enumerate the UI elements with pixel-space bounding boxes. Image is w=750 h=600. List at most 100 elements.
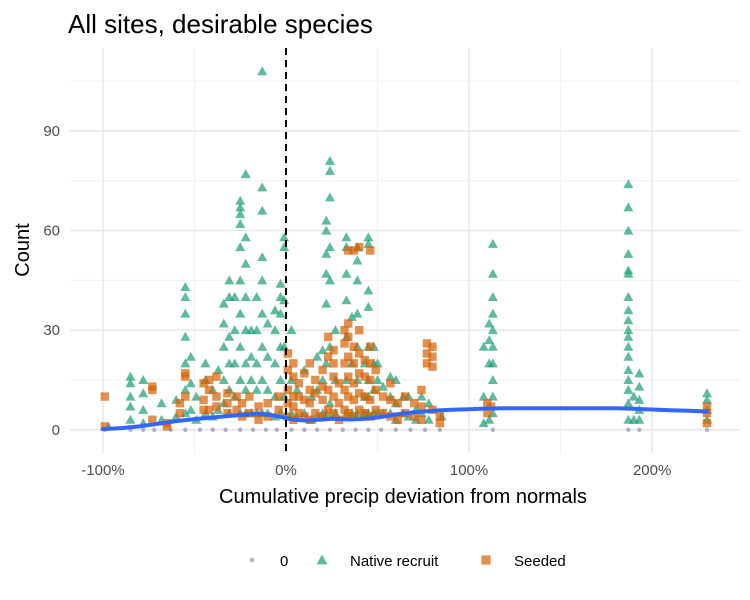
y-axis-ticks: 0 30 60 90 [43, 123, 60, 439]
native-recruit-point [218, 298, 229, 308]
seeded-point [349, 246, 358, 255]
x-axis-ticks: -100% 0% 100% 200% [81, 462, 671, 479]
native-recruit-point [218, 341, 229, 351]
native-recruit-point [235, 208, 246, 218]
native-recruit-point [702, 394, 713, 404]
native-recruit-point [478, 391, 489, 401]
native-recruit-point [240, 169, 251, 179]
native-recruit-point [270, 305, 281, 315]
native-recruit-point [623, 331, 634, 341]
native-recruit-point [478, 341, 489, 351]
native-recruit-point [235, 308, 246, 318]
native-recruit-point [487, 238, 498, 248]
seeded-point [435, 412, 444, 421]
seeded-point [360, 355, 369, 365]
seeded-point [340, 339, 349, 348]
zero-point [637, 427, 642, 432]
seeded-point [237, 399, 247, 408]
seeded-point [428, 352, 437, 361]
native-recruit-point [634, 414, 645, 424]
zero-point [274, 427, 280, 432]
native-recruit-point [484, 335, 495, 345]
native-recruit-point [180, 291, 191, 301]
seeded-point [100, 392, 109, 401]
legend: 0 Native recruit Seeded [249, 553, 566, 570]
seeded-point [323, 405, 333, 415]
seeded-point [199, 379, 208, 388]
native-recruit-point [623, 384, 634, 394]
seeded-point [349, 379, 358, 388]
seeded-point [349, 395, 358, 405]
native-recruit-point [257, 341, 268, 351]
zero-point [152, 427, 157, 432]
native-recruit-point [478, 418, 489, 428]
zero-point [141, 427, 146, 432]
seeded-point [289, 372, 298, 381]
x-axis-title: Cumulative precip deviation from normals [219, 486, 587, 508]
native-recruit-point [235, 242, 246, 252]
legend-seeded-label: Seeded [514, 553, 566, 570]
native-recruit-point [246, 374, 257, 384]
seeded-point [311, 408, 320, 418]
native-recruit-point [257, 308, 268, 318]
seeded-point [355, 325, 364, 335]
native-recruit-point [257, 205, 268, 215]
seeded-point [254, 402, 263, 411]
y-tick-label: 60 [43, 223, 60, 240]
native-recruit-point [180, 384, 191, 394]
native-recruit-point [623, 374, 634, 384]
legend-zero-label: 0 [280, 553, 288, 570]
native-recruit-point [341, 295, 352, 305]
zero-point [223, 427, 228, 432]
seeded-point [409, 412, 419, 421]
native-recruit-point [623, 291, 634, 301]
native-recruit-point [324, 155, 335, 165]
seeded-point [300, 369, 309, 378]
native-recruit-point [235, 275, 246, 285]
native-recruit-point [321, 248, 332, 258]
native-recruit-point [275, 278, 286, 288]
native-recruit-point [324, 275, 335, 285]
zero-point [422, 427, 428, 432]
native-recruit-point [330, 325, 341, 335]
seeded-point [175, 399, 185, 408]
native-recruit-point [321, 358, 332, 368]
native-recruit-point [423, 414, 434, 424]
seeded-point [340, 359, 349, 368]
native-recruit-point [352, 255, 363, 265]
native-recruit-point [623, 202, 634, 212]
seeded-point [245, 392, 254, 401]
seeded-point [232, 405, 241, 415]
seeded-point [100, 422, 109, 431]
y-tick-label: 90 [43, 123, 60, 140]
seeded-point [386, 395, 395, 405]
native-recruit-point [487, 391, 498, 401]
seeded-point [162, 422, 172, 431]
native-recruit-point [246, 351, 257, 361]
native-recruit-point [279, 232, 290, 242]
native-recruit-point [180, 331, 191, 341]
seeded-point [355, 349, 364, 358]
seeded-point [283, 349, 293, 358]
seeded-point [204, 405, 214, 415]
native-recruit-point [257, 182, 268, 192]
native-recruit-point [487, 341, 498, 351]
native-recruit-point [324, 192, 335, 202]
native-recruit-point [251, 291, 262, 301]
native-recruit-point [229, 325, 240, 335]
seeded-point [366, 395, 375, 405]
seeded-point [344, 246, 353, 255]
native-recruit-point [262, 384, 273, 394]
native-recruit-point [240, 384, 251, 394]
native-recruit-point [224, 331, 235, 341]
seeded-point [340, 385, 349, 395]
seeded-point [311, 375, 320, 385]
seeded-point [274, 405, 283, 415]
legend-native-label: Native recruit [350, 553, 439, 570]
seeded-point [340, 325, 349, 335]
seeded-point [422, 359, 432, 368]
data-points [100, 66, 713, 432]
seeded-point [329, 345, 338, 355]
seeded-point [175, 408, 185, 418]
